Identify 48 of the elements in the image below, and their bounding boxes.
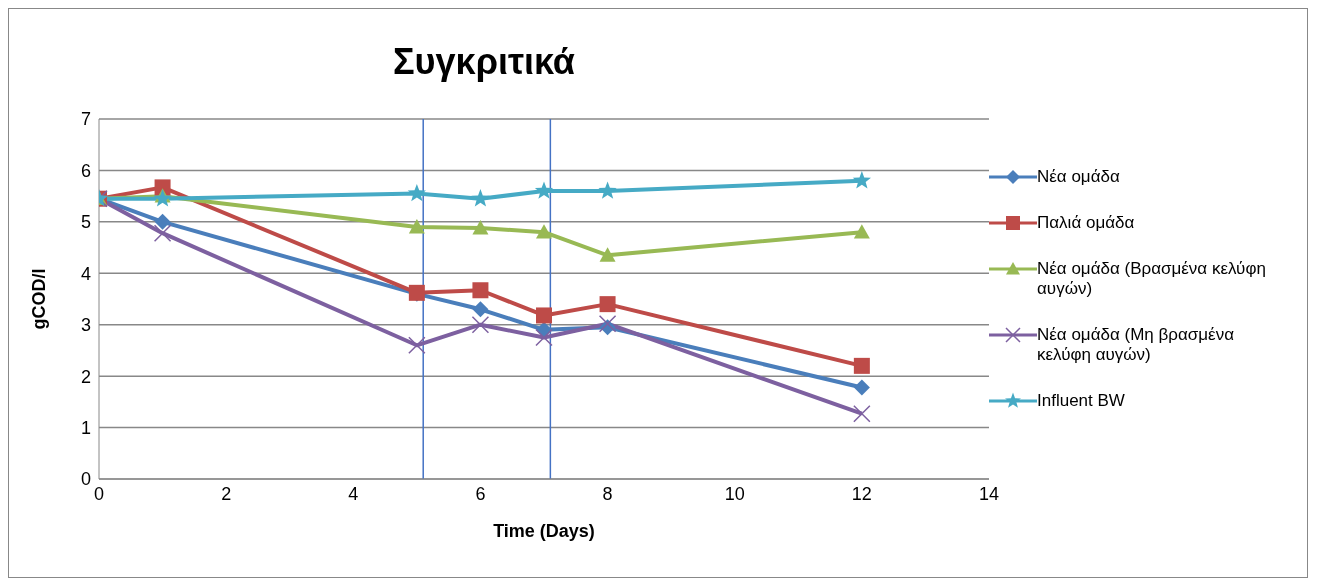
point (472, 301, 489, 318)
point (598, 314, 617, 333)
point (471, 315, 490, 334)
legend-label: Παλιά ομάδα (1037, 213, 1135, 233)
y-tick-label: 3 (80, 315, 91, 336)
legend-label: Influent BW (1037, 391, 1125, 411)
point (408, 336, 426, 355)
point (153, 189, 172, 207)
chart-title: Συγκριτικά (392, 41, 576, 83)
point (472, 220, 489, 235)
y-tick-label: 5 (80, 212, 91, 233)
y-tick-label: 7 (80, 109, 91, 130)
legend-label: Νέα ομάδα (Μη βρασμένα κελύφη αυγών) (1037, 325, 1235, 365)
point (153, 224, 172, 242)
x-tick-label: 14 (978, 483, 1000, 504)
point (599, 247, 616, 262)
point (408, 219, 425, 234)
x-tick-label: 12 (851, 483, 872, 504)
x-tick-label: 4 (348, 483, 359, 504)
y-tick-label: 0 (80, 469, 91, 490)
point (407, 183, 426, 202)
x-axis-title: Time (Days) (493, 521, 595, 541)
point (852, 171, 871, 189)
x-tick-label: 0 (93, 483, 105, 504)
y-tick-label: 4 (80, 263, 91, 284)
point (536, 224, 552, 239)
legend-label: Νέα ομάδα (1037, 167, 1120, 187)
point (598, 181, 617, 199)
point (853, 404, 871, 423)
point (472, 282, 489, 299)
point (536, 307, 552, 324)
x-tick-label: 10 (724, 483, 745, 504)
point (154, 213, 171, 230)
point (853, 357, 870, 374)
y-tick-label: 1 (80, 417, 91, 438)
point (853, 379, 870, 396)
x-tick-label: 6 (475, 483, 486, 504)
point (534, 181, 554, 199)
point (471, 189, 490, 207)
point (599, 296, 616, 313)
x-tick-label: 2 (221, 483, 232, 504)
x-tick-label: 8 (602, 483, 613, 504)
y-axis-title: gCOD/l (29, 268, 50, 330)
y-tick-label: 6 (80, 160, 91, 181)
point (853, 224, 870, 239)
point (535, 328, 553, 347)
y-tick-label: 2 (80, 366, 91, 387)
legend-label: Νέα ομάδα (Βρασμένα κελύφη αυγών) (1037, 259, 1267, 299)
